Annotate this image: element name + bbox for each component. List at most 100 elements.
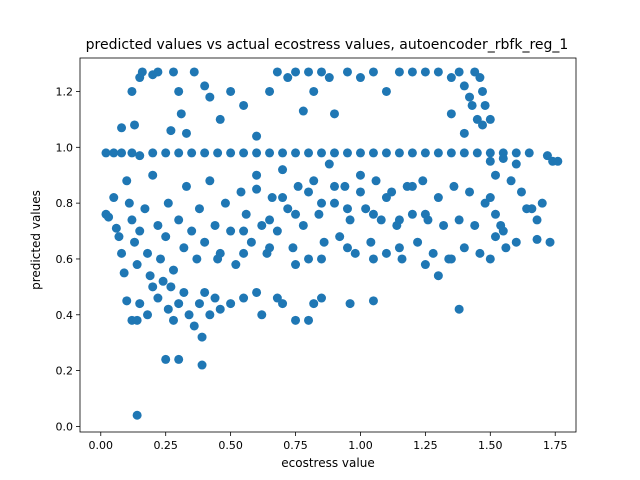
data-point bbox=[291, 260, 301, 270]
data-point bbox=[153, 67, 163, 77]
data-point bbox=[246, 237, 256, 247]
data-point bbox=[446, 109, 456, 119]
data-point bbox=[127, 86, 137, 96]
data-point bbox=[345, 299, 355, 309]
data-point bbox=[278, 193, 288, 203]
data-point bbox=[213, 148, 223, 158]
data-point bbox=[485, 193, 495, 203]
data-point bbox=[148, 282, 158, 292]
data-point bbox=[265, 215, 275, 225]
data-point bbox=[158, 276, 168, 286]
data-point bbox=[293, 181, 303, 191]
data-point bbox=[130, 120, 140, 130]
data-point bbox=[324, 73, 334, 83]
data-point bbox=[407, 67, 417, 77]
data-point bbox=[532, 215, 542, 225]
data-point bbox=[197, 360, 207, 370]
data-point bbox=[439, 220, 449, 230]
data-point bbox=[265, 148, 275, 158]
data-point bbox=[161, 354, 171, 364]
x-tick-label: 1.75 bbox=[543, 439, 568, 452]
data-point bbox=[454, 304, 464, 314]
data-point bbox=[394, 243, 404, 253]
data-point bbox=[309, 176, 319, 186]
data-point bbox=[153, 293, 163, 303]
data-point bbox=[130, 237, 140, 247]
x-tick-label: 1.00 bbox=[348, 439, 373, 452]
data-point bbox=[226, 226, 236, 236]
data-point bbox=[241, 209, 251, 219]
y-tick-label: 0.0 bbox=[56, 420, 74, 433]
data-point bbox=[127, 148, 137, 158]
data-point bbox=[478, 86, 488, 96]
data-point bbox=[407, 181, 417, 191]
data-point bbox=[174, 215, 184, 225]
data-point bbox=[166, 282, 176, 292]
data-point bbox=[459, 243, 469, 253]
data-point bbox=[298, 106, 308, 116]
data-point bbox=[153, 220, 163, 230]
data-point bbox=[394, 215, 404, 225]
y-tick-label: 0.8 bbox=[56, 197, 74, 210]
data-point bbox=[420, 67, 430, 77]
data-point bbox=[124, 198, 134, 208]
data-point bbox=[213, 254, 223, 264]
data-point bbox=[189, 67, 199, 77]
plot-frame bbox=[79, 57, 577, 433]
data-point bbox=[239, 148, 249, 158]
data-point bbox=[485, 156, 495, 166]
data-point bbox=[537, 198, 547, 208]
data-point bbox=[490, 170, 500, 180]
y-axis-label: predicted values bbox=[29, 190, 43, 290]
data-point bbox=[490, 232, 500, 242]
data-point bbox=[148, 170, 158, 180]
y-tick-label: 1.0 bbox=[56, 141, 74, 154]
data-point bbox=[137, 67, 147, 77]
data-point bbox=[101, 148, 111, 158]
data-point bbox=[366, 237, 376, 247]
data-point bbox=[210, 220, 220, 230]
data-point bbox=[368, 67, 378, 77]
data-point bbox=[324, 159, 334, 169]
data-point bbox=[267, 193, 277, 203]
data-point bbox=[194, 299, 204, 309]
data-point bbox=[200, 81, 210, 91]
data-point bbox=[342, 243, 352, 253]
x-tick-label: 0.75 bbox=[283, 439, 308, 452]
data-point bbox=[109, 193, 119, 203]
data-point bbox=[329, 198, 339, 208]
data-point bbox=[168, 265, 178, 275]
data-point bbox=[420, 260, 430, 270]
data-point bbox=[394, 148, 404, 158]
data-point bbox=[397, 254, 407, 264]
x-tick-label: 0.50 bbox=[218, 439, 243, 452]
data-point bbox=[340, 181, 350, 191]
data-point bbox=[200, 148, 210, 158]
data-point bbox=[516, 187, 526, 197]
data-point bbox=[140, 204, 150, 214]
data-point bbox=[117, 248, 127, 258]
data-point bbox=[205, 310, 215, 320]
data-point bbox=[132, 410, 142, 420]
data-point bbox=[143, 310, 153, 320]
data-point bbox=[304, 67, 314, 77]
data-point bbox=[454, 215, 464, 225]
data-point bbox=[132, 315, 142, 325]
x-axis-label: ecostress value bbox=[281, 456, 374, 470]
data-point bbox=[135, 151, 145, 161]
data-point bbox=[143, 248, 153, 258]
data-point bbox=[184, 310, 194, 320]
data-point bbox=[511, 148, 521, 158]
data-point bbox=[501, 243, 511, 253]
data-point bbox=[342, 67, 352, 77]
data-point bbox=[553, 156, 563, 166]
data-point bbox=[252, 184, 262, 194]
axes-layer: 0.00 0.25 0.50 0.75 1.00 1.25 1.50 1.75 0.0 0.2 0.… bbox=[56, 57, 577, 452]
data-point bbox=[231, 260, 241, 270]
data-point bbox=[454, 67, 464, 77]
data-point bbox=[163, 198, 173, 208]
data-point bbox=[114, 232, 124, 242]
x-tick-label: 0.00 bbox=[89, 439, 114, 452]
y-tick-label: 0.4 bbox=[56, 309, 74, 322]
